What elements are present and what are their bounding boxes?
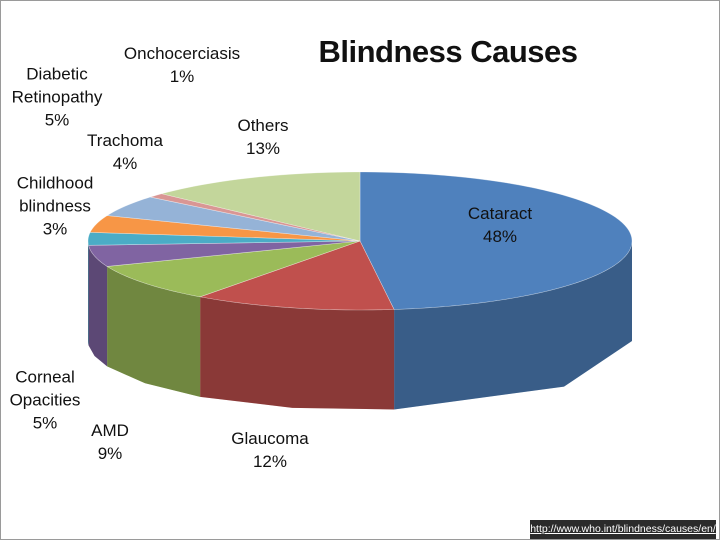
value-label: 3% — [42, 219, 68, 239]
category-name: Corneal Opacities — [9, 367, 81, 410]
slice — [106, 196, 361, 242]
slice-side — [88, 241, 89, 346]
value-label: 48% — [482, 227, 518, 246]
value-label: 5% — [32, 413, 58, 433]
slice-label: Glaucoma 12% — [231, 427, 308, 473]
category-name: AMD — [91, 421, 129, 440]
slice-side — [107, 266, 201, 397]
source-link[interactable]: http://www.who.int/blindness/causes/en/ — [530, 520, 716, 539]
value-label: 12% — [252, 452, 288, 471]
category-name: Others — [237, 116, 289, 135]
value-label: 13% — [245, 139, 281, 158]
slice — [106, 240, 361, 298]
slice-label: Cataract 48% — [468, 202, 532, 248]
value-label: 4% — [112, 154, 138, 173]
category-name: Cataract — [467, 204, 533, 223]
slice-label: Childhood blindness 3% — [10, 172, 100, 241]
category-name: Trachoma — [87, 131, 163, 150]
category-name: Glaucoma — [231, 429, 309, 448]
slice-label: Diabetic Retinopathy 5% — [7, 63, 107, 132]
side-shade — [200, 296, 395, 410]
slice — [359, 171, 633, 310]
side-shade — [88, 245, 108, 367]
slice-label: Others 13% — [237, 114, 288, 160]
slice-label: Trachoma 4% — [87, 129, 163, 175]
category-name: Onchocerciasis — [123, 44, 241, 63]
value-label: 9% — [97, 444, 123, 463]
slice — [89, 215, 361, 242]
slice-label: Onchocerciasis 1% — [124, 42, 240, 88]
side-shade — [394, 241, 632, 410]
side-shade — [88, 241, 89, 346]
slice-side — [394, 241, 632, 410]
value-label: 1% — [169, 67, 195, 86]
value-label: 5% — [44, 110, 70, 130]
slice-side — [88, 245, 108, 367]
slice — [87, 232, 361, 246]
chart-title: Blindness Causes — [318, 34, 578, 69]
category-name: Childhood blindness — [16, 173, 94, 216]
slice — [198, 240, 395, 311]
side-shade — [107, 266, 201, 397]
category-name: Diabetic Retinopathy — [11, 64, 103, 107]
slice-side — [200, 296, 395, 410]
slice — [88, 240, 361, 267]
slice-label: AMD 9% — [91, 419, 129, 465]
slice — [161, 171, 361, 242]
slice-label: Corneal Opacities 5% — [5, 366, 85, 435]
